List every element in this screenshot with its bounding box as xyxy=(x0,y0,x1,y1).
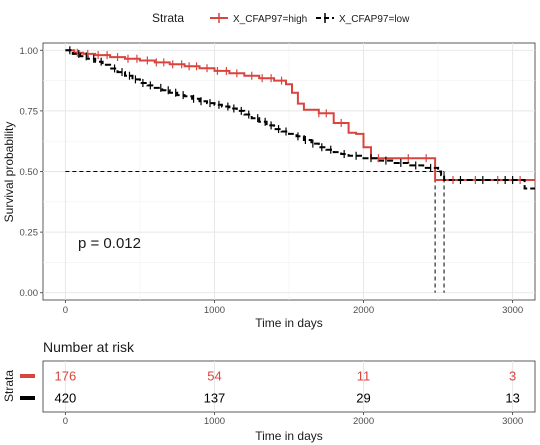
risk-x-tick-label: 1000 xyxy=(204,416,225,427)
risk-count: 137 xyxy=(204,391,226,406)
legend-title: Strata xyxy=(152,11,184,25)
survival-curve-high xyxy=(65,49,535,181)
x-tick-label: 2000 xyxy=(353,305,374,316)
x-axis-title: Time in days xyxy=(255,316,323,330)
risk-count: 420 xyxy=(55,391,77,406)
y-tick-label: 0.25 xyxy=(20,228,39,239)
legend: Strata X_CFAP97=high X_CFAP97=low xyxy=(152,11,410,25)
risk-table-title: Number at risk xyxy=(43,339,135,355)
risk-count: 54 xyxy=(207,369,221,384)
legend-item-high: X_CFAP97=high xyxy=(210,13,307,25)
x-tick-label: 0 xyxy=(63,305,68,316)
risk-count: 11 xyxy=(357,369,371,384)
risk-count: 3 xyxy=(509,369,516,384)
p-value-label: p = 0.012 xyxy=(78,235,141,252)
risk-table-x-axis-title: Time in days xyxy=(255,429,323,443)
survival-plot: 0 1000 2000 3000 0.00 0.25 0.50 0.75 1.00 p = 0.… xyxy=(2,42,536,330)
y-tick-label: 0.50 xyxy=(20,167,39,178)
y-tick-label: 1.00 xyxy=(20,46,39,57)
risk-table: Number at risk 176 54 11 3 420 137 29 13 0 1000 2… xyxy=(2,339,536,443)
x-tick-label: 1000 xyxy=(204,305,225,316)
x-tick-label: 3000 xyxy=(502,305,523,316)
censor-marks xyxy=(69,46,521,184)
y-tick-label: 0.00 xyxy=(20,288,39,299)
legend-item-low: X_CFAP97=low xyxy=(316,13,410,25)
axis-ticks: 0 1000 2000 3000 0.00 0.25 0.50 0.75 1.00 xyxy=(20,46,524,316)
risk-count: 176 xyxy=(55,369,77,384)
risk-count: 13 xyxy=(505,391,519,406)
risk-x-tick-label: 0 xyxy=(63,416,68,427)
risk-table-panel xyxy=(42,360,536,413)
risk-x-tick-label: 2000 xyxy=(353,416,374,427)
risk-grid xyxy=(64,361,514,412)
risk-x-tick-label: 3000 xyxy=(502,416,523,427)
risk-row-keys xyxy=(20,374,35,400)
y-tick-label: 0.75 xyxy=(20,106,39,117)
risk-values: 176 54 11 3 420 137 29 13 xyxy=(55,369,520,406)
risk-table-strata-label: Strata xyxy=(2,370,16,402)
risk-axis-ticks: 0 1000 2000 3000 xyxy=(63,412,523,427)
risk-count: 29 xyxy=(356,391,370,406)
legend-label-high: X_CFAP97=high xyxy=(233,14,307,25)
grid xyxy=(43,43,535,300)
y-axis-title: Survival probability xyxy=(2,122,16,223)
legend-label-low: X_CFAP97=low xyxy=(339,14,410,25)
